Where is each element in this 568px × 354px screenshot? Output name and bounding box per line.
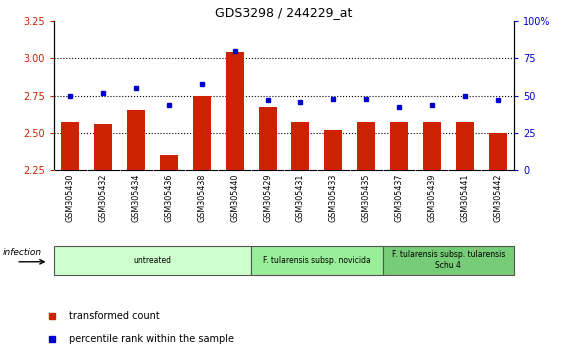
Text: GSM305430: GSM305430 [66, 174, 75, 222]
Text: GSM305431: GSM305431 [296, 174, 305, 222]
Text: GSM305439: GSM305439 [427, 174, 436, 222]
Bar [193, 96, 211, 170]
Bar [160, 155, 178, 170]
Bar [258, 108, 277, 170]
FancyBboxPatch shape [251, 246, 383, 274]
Text: transformed count: transformed count [69, 311, 159, 321]
Bar [127, 110, 145, 170]
Text: GSM305432: GSM305432 [99, 174, 108, 222]
Text: GSM305434: GSM305434 [132, 174, 141, 222]
FancyBboxPatch shape [383, 246, 514, 274]
Text: GSM305438: GSM305438 [197, 174, 206, 222]
Bar [61, 122, 80, 170]
Text: GSM305437: GSM305437 [395, 174, 403, 222]
Bar [324, 130, 343, 170]
Bar [357, 122, 375, 170]
Bar [94, 124, 112, 170]
Text: GSM305442: GSM305442 [493, 174, 502, 222]
Text: untreated: untreated [133, 256, 172, 265]
Text: GSM305433: GSM305433 [329, 174, 338, 222]
Text: percentile rank within the sample: percentile rank within the sample [69, 334, 233, 344]
Text: GSM305429: GSM305429 [263, 174, 272, 222]
Text: GSM305435: GSM305435 [362, 174, 371, 222]
Title: GDS3298 / 244229_at: GDS3298 / 244229_at [215, 6, 353, 19]
Text: F. tularensis subsp. novicida: F. tularensis subsp. novicida [263, 256, 371, 265]
Text: GSM305440: GSM305440 [230, 174, 239, 222]
FancyBboxPatch shape [54, 246, 251, 274]
Text: GSM305436: GSM305436 [165, 174, 173, 222]
Bar [390, 122, 408, 170]
Bar [456, 122, 474, 170]
Text: GSM305441: GSM305441 [460, 174, 469, 222]
Bar [423, 122, 441, 170]
Bar [225, 52, 244, 170]
Bar [488, 133, 507, 170]
Bar [291, 122, 310, 170]
Text: infection: infection [3, 248, 42, 257]
Text: F. tularensis subsp. tularensis
Schu 4: F. tularensis subsp. tularensis Schu 4 [391, 251, 505, 270]
